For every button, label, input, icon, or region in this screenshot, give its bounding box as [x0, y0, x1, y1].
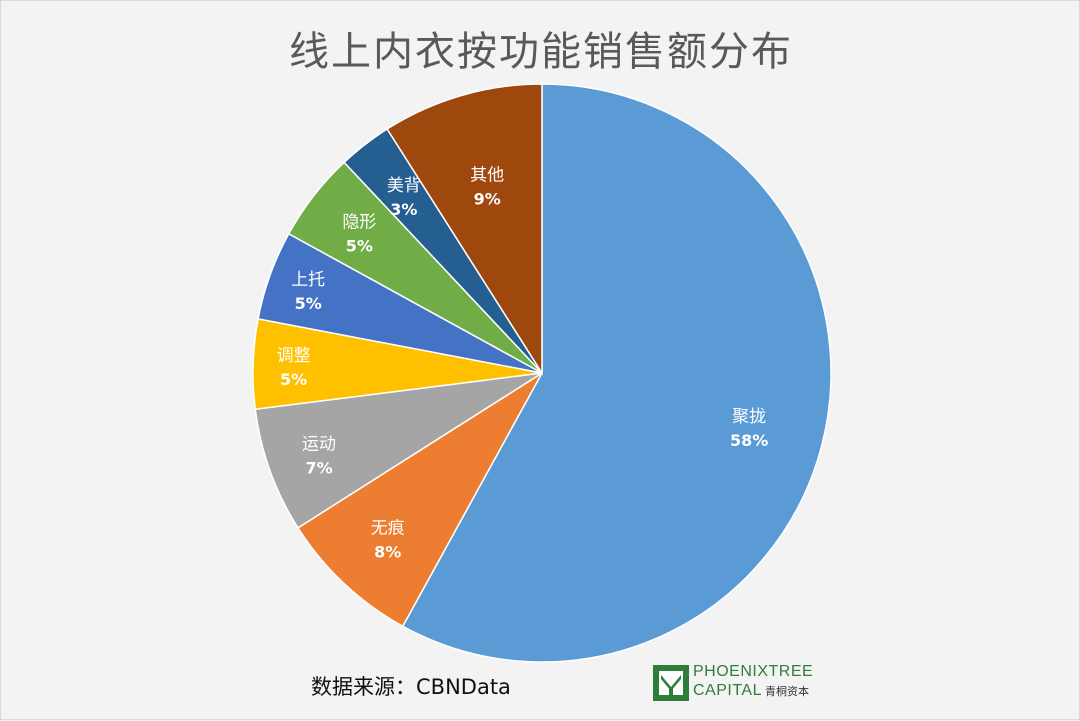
- pie-slice-3: [254, 372, 543, 529]
- pie-slice-1: [401, 83, 832, 663]
- slice-label-4: 调整: [277, 346, 311, 366]
- logo-text-cn: 青桐资本: [765, 686, 809, 698]
- slice-value-6: 5%: [346, 236, 373, 255]
- slice-value-4: 5%: [280, 370, 307, 389]
- logo-text-line1: PHOENIXTREE: [693, 663, 814, 680]
- slice-value-7: 3%: [390, 200, 417, 219]
- slice-value-3: 7%: [305, 458, 332, 477]
- logo-text-line2: CAPITAL 青桐资本: [693, 682, 809, 700]
- logo-text-capital: CAPITAL: [693, 682, 762, 699]
- slice-value-1: 58%: [730, 431, 768, 450]
- slice-label-5: 上托: [291, 270, 325, 290]
- slice-label-8: 其他: [470, 165, 504, 185]
- pie-slice-8: [386, 83, 543, 376]
- slice-value-2: 8%: [374, 542, 401, 561]
- slice-label-6: 隐形: [342, 212, 376, 232]
- source-note: 数据来源：CBNData: [311, 675, 511, 699]
- phoenixtree-logo: PHOENIXTREE CAPITAL 青桐资本: [653, 663, 833, 703]
- slice-value-5: 5%: [295, 294, 322, 313]
- slice-label-3: 运动: [302, 434, 336, 454]
- slice-label-1: 聚拢: [732, 407, 766, 427]
- chart-title: 线上内衣按功能销售额分布: [289, 29, 793, 75]
- slice-value-8: 9%: [474, 189, 501, 208]
- slice-label-7: 美背: [387, 176, 421, 196]
- pie-slice-2: [296, 372, 543, 628]
- logo-mark-icon: [653, 665, 689, 701]
- slice-label-2: 无痕: [371, 518, 405, 538]
